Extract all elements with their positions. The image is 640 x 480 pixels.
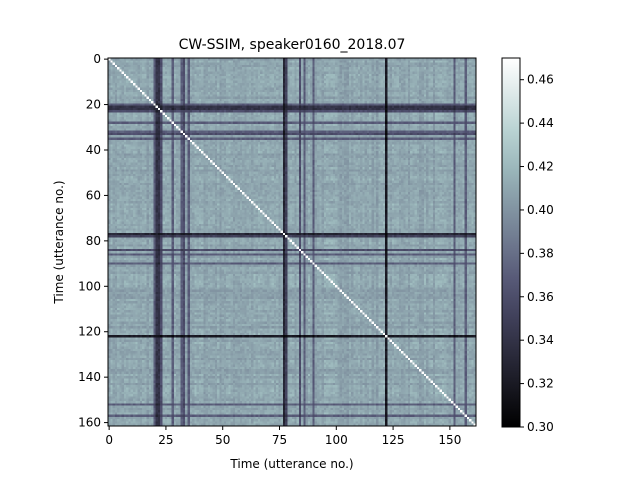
x-tick-label: 50 bbox=[215, 433, 230, 447]
plot-frame bbox=[107, 57, 477, 427]
x-axis-ticks: 0 25 50 75 100 125 150 bbox=[105, 426, 461, 447]
colorbar-tick-label: 0.32 bbox=[527, 377, 554, 391]
y-tick-label: 120 bbox=[78, 325, 101, 339]
x-tick-label: 100 bbox=[325, 433, 348, 447]
x-tick-label: 125 bbox=[382, 433, 405, 447]
x-tick-label: 0 bbox=[105, 433, 113, 447]
colorbar-ticks: 0.30 0.32 0.34 0.36 0.38 0.40 0.42 0.44 0.46 bbox=[520, 73, 554, 434]
heatmap-image bbox=[108, 58, 476, 426]
y-tick-label: 100 bbox=[78, 279, 101, 293]
x-axis-label: Time (utterance no.) bbox=[229, 457, 353, 471]
colorbar-tick-label: 0.36 bbox=[527, 290, 554, 304]
x-tick-label: 75 bbox=[272, 433, 287, 447]
y-tick-label: 20 bbox=[86, 98, 101, 112]
chart-title: CW-SSIM, speaker0160_2018.07 bbox=[179, 37, 406, 53]
colorbar-tick-label: 0.40 bbox=[527, 203, 554, 217]
heatmap-matrix bbox=[108, 58, 476, 426]
y-tick-label: 0 bbox=[93, 52, 101, 66]
x-tick-label: 150 bbox=[438, 433, 461, 447]
colorbar bbox=[501, 57, 521, 428]
y-tick-label: 80 bbox=[86, 234, 101, 248]
colorbar-tick-label: 0.34 bbox=[527, 333, 554, 347]
colorbar-tick-label: 0.42 bbox=[527, 160, 554, 174]
y-tick-label: 40 bbox=[86, 143, 101, 157]
y-tick-label: 140 bbox=[78, 370, 101, 384]
x-tick-label: 25 bbox=[158, 433, 173, 447]
y-tick-label: 160 bbox=[78, 416, 101, 430]
y-axis-label: Time (utterance no.) bbox=[52, 180, 66, 304]
colorbar-tick-label: 0.38 bbox=[527, 246, 554, 260]
colorbar-tick-label: 0.30 bbox=[527, 420, 554, 434]
y-tick-label: 60 bbox=[86, 188, 101, 202]
colorbar-tick-label: 0.44 bbox=[527, 116, 554, 130]
y-axis-ticks: 0 20 40 60 80 100 120 140 160 bbox=[78, 52, 108, 430]
colorbar-tick-label: 0.46 bbox=[527, 73, 554, 87]
